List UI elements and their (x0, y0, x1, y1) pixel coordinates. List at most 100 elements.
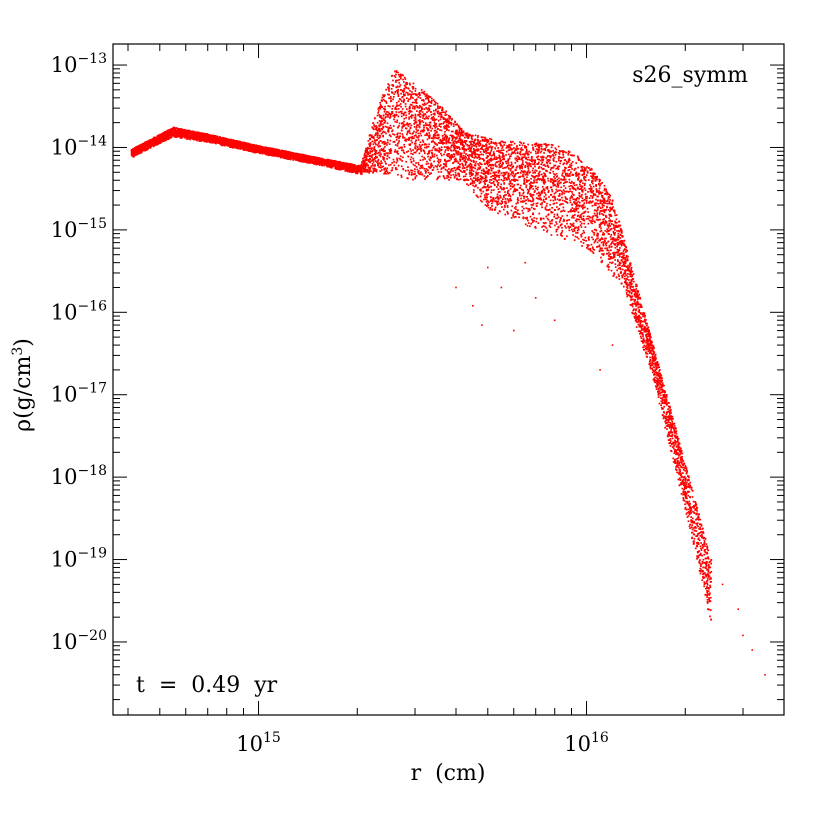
scatter-point (549, 156, 552, 159)
scatter-point (672, 445, 675, 448)
scatter-point (431, 152, 434, 155)
scatter-point (599, 199, 602, 201)
scatter-point (459, 156, 462, 158)
scatter-point (183, 136, 186, 138)
scatter-point (686, 470, 688, 473)
scatter-point (617, 273, 620, 276)
scatter-point (652, 378, 655, 381)
scatter-point (699, 564, 702, 566)
scatter-point (674, 450, 676, 453)
scatter-point (584, 189, 587, 191)
scatter-point (329, 166, 331, 168)
scatter-point (570, 185, 572, 187)
scatter-point (490, 169, 493, 172)
scatter-point (695, 527, 697, 529)
scatter-point (414, 90, 417, 92)
scatter-point (525, 161, 527, 164)
scatter-point (595, 218, 598, 221)
scatter-point (472, 151, 474, 153)
scatter-point (705, 580, 708, 583)
scatter-point (479, 165, 482, 168)
scatter-point (373, 147, 375, 150)
scatter-point (561, 179, 564, 181)
scatter-point (405, 114, 407, 117)
scatter-point (591, 218, 594, 220)
scatter-point (396, 104, 398, 106)
scatter-point (438, 112, 441, 114)
scatter-point (532, 146, 534, 149)
scatter-point (594, 228, 597, 231)
scatter-point (410, 150, 413, 152)
scatter-point (500, 149, 503, 152)
scatter-point (448, 179, 450, 181)
scatter-point (335, 162, 337, 164)
scatter-point (459, 132, 462, 134)
scatter-point (513, 189, 516, 191)
scatter-point (450, 119, 453, 121)
scatter-point (511, 205, 514, 208)
scatter-point (524, 171, 527, 173)
scatter-point (460, 127, 463, 130)
scatter-point (537, 186, 539, 189)
scatter-point (636, 294, 638, 296)
scatter-point (600, 210, 603, 212)
scatter-point (685, 483, 687, 486)
scatter-point (526, 158, 529, 161)
scatter-point (456, 146, 458, 148)
scatter-point (610, 238, 612, 241)
scatter-point (389, 172, 391, 174)
scatter-point (573, 208, 576, 211)
scatter-point (503, 177, 506, 179)
scatter-point (583, 178, 586, 181)
scatter-point (677, 439, 679, 442)
scatter-point (231, 146, 234, 149)
scatter-point (480, 136, 483, 138)
scatter-point (537, 195, 540, 197)
scatter-point (479, 177, 482, 180)
scatter-point (699, 554, 702, 556)
scatter-point (611, 237, 613, 240)
scatter-point (421, 155, 423, 158)
scatter-point (485, 198, 488, 201)
scatter-point (532, 219, 534, 222)
scatter-point (578, 216, 581, 218)
scatter-point (662, 389, 665, 392)
scatter-point (485, 146, 488, 149)
scatter-point (520, 153, 522, 156)
scatter-point (481, 138, 484, 141)
scatter-point (462, 144, 464, 146)
scatter-point (562, 209, 565, 212)
scatter-point (596, 212, 599, 214)
scatter-point (523, 181, 526, 183)
scatter-point (585, 218, 588, 220)
scatter-point (602, 232, 604, 234)
scatter-point (573, 184, 576, 187)
scatter-point (517, 197, 519, 199)
scatter-point (460, 154, 462, 157)
scatter-point (473, 157, 476, 159)
scatter-point (669, 435, 672, 437)
scatter-point (673, 432, 676, 434)
scatter-point (488, 161, 491, 164)
scatter-point (710, 577, 712, 580)
scatter-point (399, 132, 401, 135)
scatter-point (509, 169, 512, 172)
scatter-point (406, 83, 408, 85)
scatter-point (538, 158, 541, 161)
scatter-point (567, 166, 570, 168)
scatter-point (416, 124, 418, 127)
scatter-point (417, 132, 420, 135)
scatter-point (465, 153, 467, 155)
scatter-point (486, 163, 489, 166)
scatter-point (565, 197, 567, 200)
scatter-point (468, 155, 470, 158)
scatter-point (412, 160, 415, 162)
scatter-point (400, 112, 403, 115)
scatter-point (581, 165, 584, 168)
scatter-point (601, 213, 603, 215)
scatter-point (661, 382, 664, 385)
scatter-point (415, 166, 418, 168)
scatter-point (618, 263, 621, 265)
scatter-point (533, 181, 536, 184)
